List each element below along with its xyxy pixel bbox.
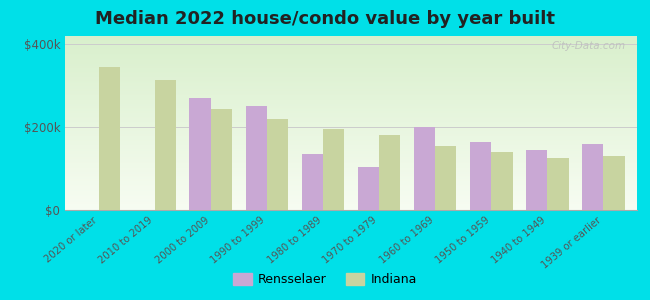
Bar [603,156,625,210]
Bar [435,146,456,210]
Text: Median 2022 house/condo value by year built: Median 2022 house/condo value by year bu… [95,11,555,28]
Bar [267,119,288,210]
Bar [379,135,400,210]
Bar [190,98,211,210]
Bar [526,150,547,210]
Bar [323,129,345,210]
Bar [155,80,176,210]
Text: City-Data.com: City-Data.com [551,41,625,51]
Bar [211,109,232,210]
Bar [547,158,569,210]
Bar [491,152,512,210]
Bar [246,106,267,210]
Legend: Rensselaer, Indiana: Rensselaer, Indiana [228,268,422,291]
Bar [99,67,120,210]
Bar [302,154,323,210]
Bar [414,127,435,210]
Bar [470,142,491,210]
Bar [582,144,603,210]
Bar [358,167,379,210]
